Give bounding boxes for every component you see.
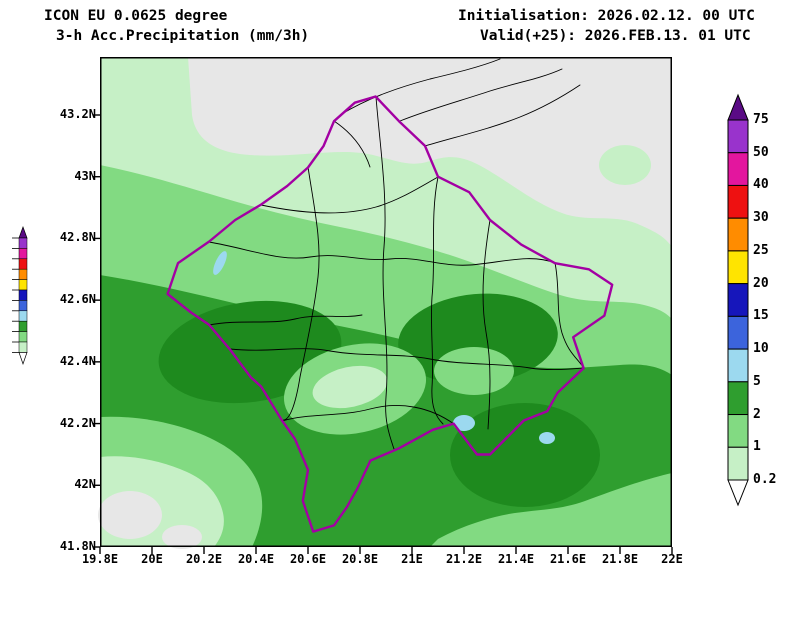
mini-legend-band: [18, 320, 28, 332]
legend-band: [727, 414, 749, 448]
mini-above-max-triangle: [18, 225, 28, 239]
x-tick-label: 22E: [661, 552, 683, 566]
kosovo-border: [166, 95, 614, 533]
legend-band: [727, 381, 749, 416]
y-tick-label: 41.8N: [59, 539, 96, 553]
mini-legend-band: [18, 289, 28, 301]
mini-legend-band: [18, 237, 28, 249]
legend-above-max-triangle: [727, 93, 749, 121]
heavy-spot-southeast: [539, 432, 555, 444]
product-title: 3-h Acc.Precipitation (mm/3h): [56, 28, 310, 44]
dry-patch-southwest-corner: [98, 491, 162, 539]
x-tick-label: 21.6E: [549, 552, 587, 566]
legend-tick-label: 15: [753, 308, 769, 324]
light-patch-east-central: [434, 347, 514, 395]
mini-colorbar: [12, 225, 28, 365]
x-tick-label: 20.4E: [237, 552, 275, 566]
y-tick-label: 42.6N: [59, 292, 96, 307]
lightest-patch-central: [312, 365, 388, 409]
mini-legend-band: [18, 279, 28, 291]
legend-tick-label: 10: [753, 341, 769, 357]
model-title: ICON EU 0.0625 degree: [44, 8, 228, 24]
legend-tick-label: 20: [753, 275, 769, 291]
legend-band: [727, 250, 749, 285]
legend-band: [727, 315, 749, 350]
lake-gazivoda: [213, 251, 227, 275]
mini-legend-band: [18, 310, 28, 322]
y-tick-label: 43.2N: [59, 107, 96, 121]
y-tick-marks: [93, 114, 100, 548]
x-tick-label: 21E: [401, 552, 423, 566]
legend-tick-label: 50: [753, 144, 769, 160]
dry-patch-south: [162, 525, 202, 549]
admin-boundaries: [208, 58, 585, 450]
x-tick-label: 20.8E: [341, 552, 379, 566]
heavy-spot-south: [453, 415, 475, 431]
y-tick-label: 42.8N: [59, 230, 96, 245]
mini-legend-band: [18, 331, 28, 343]
mini-legend-band: [18, 300, 28, 312]
precipitation-map: [93, 57, 673, 554]
light-spot-northeast: [599, 145, 651, 185]
mini-below-min-triangle: [18, 352, 28, 365]
mini-legend-band: [18, 248, 28, 260]
colorbar-legend: [727, 93, 749, 507]
legend-band: [727, 217, 749, 252]
y-tick-label: 42N: [74, 477, 96, 492]
x-tick-label: 20.6E: [289, 552, 327, 566]
legend-band: [727, 446, 749, 481]
x-tick-label: 20.2E: [185, 552, 223, 566]
legend-below-min-triangle: [727, 479, 749, 507]
legend-tick-label: 75: [753, 112, 769, 127]
plot-frame: [100, 57, 672, 547]
legend-tick-label: 5: [753, 373, 761, 389]
legend-band: [727, 119, 749, 154]
y-tick-label: 43N: [74, 168, 96, 183]
legend-tick-label: 25: [753, 242, 769, 258]
mini-legend-band: [18, 268, 28, 280]
legend-tick-label: 2: [753, 406, 761, 422]
legend-band: [727, 283, 749, 317]
legend-band: [727, 152, 749, 186]
mini-legend-band: [18, 341, 28, 353]
legend-band: [727, 184, 749, 219]
precip-core-southeast: [450, 403, 600, 507]
legend-tick-label: 30: [753, 210, 769, 226]
legend-band: [727, 348, 749, 383]
mini-legend-band: [18, 258, 28, 270]
x-tick-label: 21.4E: [497, 552, 535, 566]
legend-tick-label: 0.2: [753, 472, 777, 487]
light-strip-southeast: [430, 473, 672, 547]
init-time: Initialisation: 2026.02.12. 00 UTC: [458, 8, 755, 24]
y-tick-label: 42.2N: [59, 415, 96, 430]
legend-tick-label: 1: [753, 439, 761, 455]
y-tick-label: 42.4N: [59, 353, 96, 368]
x-tick-label: 20E: [141, 552, 163, 566]
legend-tick-label: 40: [753, 177, 769, 193]
valid-time: Valid(+25): 2026.FEB.13. 01 UTC: [480, 28, 751, 44]
x-tick-label: 19.8E: [81, 552, 119, 566]
x-tick-label: 21.2E: [445, 552, 483, 566]
x-tick-label: 21.8E: [601, 552, 639, 566]
x-tick-marks: [99, 547, 673, 554]
